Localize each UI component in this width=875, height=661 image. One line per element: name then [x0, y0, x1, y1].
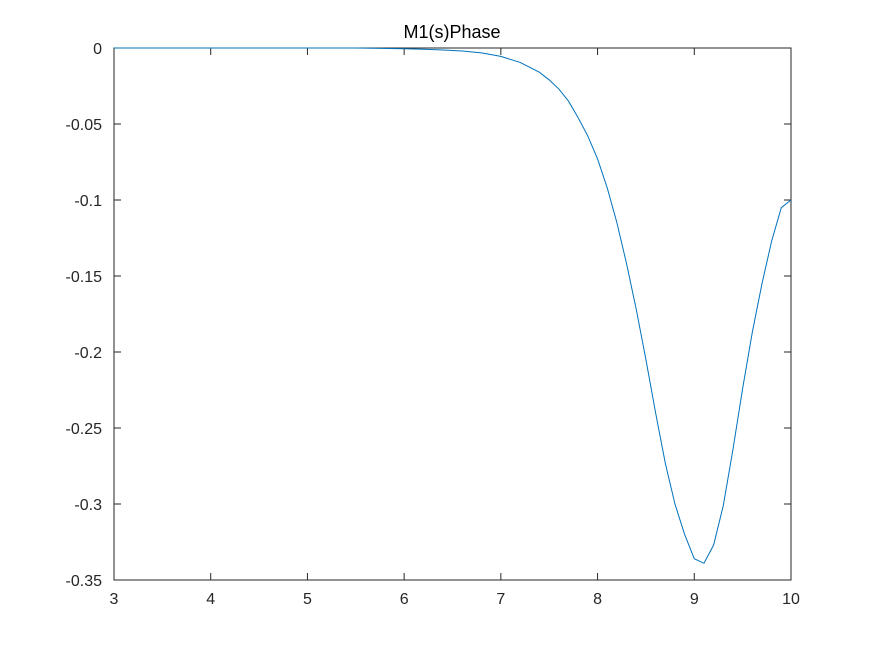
y-tick-label: -0.2 [74, 345, 102, 362]
y-tick-label: -0.35 [66, 573, 103, 590]
x-tick-label: 9 [690, 591, 699, 608]
x-tick-label: 4 [206, 591, 215, 608]
x-tick-label: 10 [782, 591, 800, 608]
y-tick-label: -0.1 [74, 193, 102, 210]
y-tick-label: -0.25 [66, 421, 103, 438]
ticks: 3 4 5 6 7 8 9 10 0 -0.05 -0.1 -0.15 -0.2 -0.25 -0.3 -0.… [66, 41, 800, 608]
y-tick-label: -0.15 [66, 269, 103, 286]
x-tick-label: 3 [110, 591, 119, 608]
y-tick-label: -0.3 [74, 497, 102, 514]
x-tick-label: 5 [303, 591, 312, 608]
x-tick-label: 8 [593, 591, 602, 608]
x-tick-label: 7 [496, 591, 505, 608]
y-tick-label: 0 [93, 41, 102, 58]
plot-area [113, 47, 792, 581]
y-tick-label: -0.05 [66, 117, 103, 134]
x-tick-label: 6 [400, 591, 409, 608]
chart-title: M1(s)Phase [403, 22, 500, 42]
series-line [114, 47, 792, 564]
